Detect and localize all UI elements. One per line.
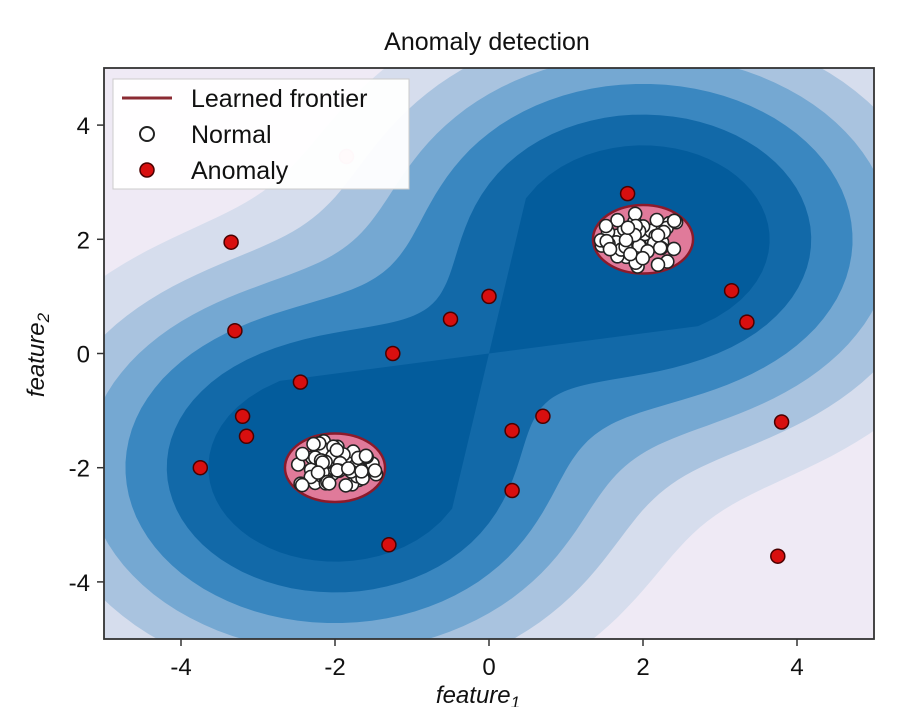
legend-anomaly-swatch	[139, 162, 155, 178]
anomaly-point	[234, 408, 251, 425]
normal-point	[321, 476, 337, 491]
normal-points	[290, 206, 684, 493]
normal-point	[338, 478, 354, 493]
y-tick-label: 4	[77, 113, 90, 140]
anomaly-point	[292, 374, 309, 390]
y-tick-label: 2	[77, 227, 90, 254]
normal-point	[354, 463, 369, 479]
anomaly-point	[481, 288, 497, 305]
normal-point	[358, 448, 374, 464]
anomaly-point	[223, 234, 239, 250]
normal-point	[602, 241, 618, 257]
anomaly-point	[504, 422, 520, 439]
x-axis-ticks: -4 -2 0 2 4	[170, 639, 804, 681]
x-tick-label: 4	[790, 654, 803, 681]
legend-normal-swatch	[139, 126, 155, 142]
y-tick-label: 0	[77, 342, 90, 369]
y-axis-ticks: -4 -2 0 2 4	[69, 113, 104, 597]
normal-point	[627, 206, 643, 222]
x-tick-label: 0	[482, 654, 495, 681]
normal-point	[340, 461, 356, 476]
normal-point	[666, 213, 682, 229]
legend: Learned frontier Normal Anomaly	[112, 78, 410, 190]
anomaly-point	[238, 428, 255, 445]
legend-frontier-label: Learned frontier	[191, 85, 368, 113]
normal-point	[650, 228, 666, 243]
anomaly-point	[770, 548, 786, 564]
anomaly-point	[723, 282, 740, 299]
anomaly-point	[773, 414, 790, 430]
x-tick-label: -2	[324, 654, 345, 681]
anomaly-point	[227, 322, 243, 339]
normal-point	[329, 442, 345, 458]
y-tick-label: -2	[69, 456, 90, 483]
anomaly-point	[385, 345, 401, 362]
normal-point	[294, 477, 310, 493]
y-tick-label: -4	[69, 570, 90, 597]
x-axis-label: feature1	[436, 682, 520, 707]
legend-anomaly-label: Anomaly	[191, 157, 289, 185]
normal-point	[635, 250, 651, 266]
anomaly-point	[504, 482, 520, 499]
anomaly-point	[192, 459, 209, 476]
chart-title: Anomaly detection	[384, 28, 590, 56]
x-tick-label: -4	[170, 654, 191, 681]
normal-point	[652, 240, 668, 256]
legend-normal-label: Normal	[191, 121, 272, 149]
normal-point	[367, 463, 383, 478]
normal-point	[618, 232, 634, 248]
normal-point	[620, 220, 636, 235]
normal-point	[610, 212, 625, 228]
normal-point	[295, 446, 310, 462]
normal-point	[310, 465, 326, 480]
normal-point	[598, 218, 614, 234]
normal-point	[623, 246, 638, 262]
normal-point	[306, 436, 321, 452]
normal-point	[649, 212, 665, 228]
anomaly-point	[739, 314, 755, 330]
x-tick-label: 2	[636, 654, 649, 681]
normal-point	[650, 257, 666, 273]
anomaly-point	[619, 185, 636, 202]
anomaly-point	[535, 408, 551, 425]
anomaly-point	[442, 311, 459, 327]
y-axis-label: feature2	[23, 312, 53, 397]
anomaly-point	[381, 537, 397, 553]
normal-point	[666, 241, 682, 257]
